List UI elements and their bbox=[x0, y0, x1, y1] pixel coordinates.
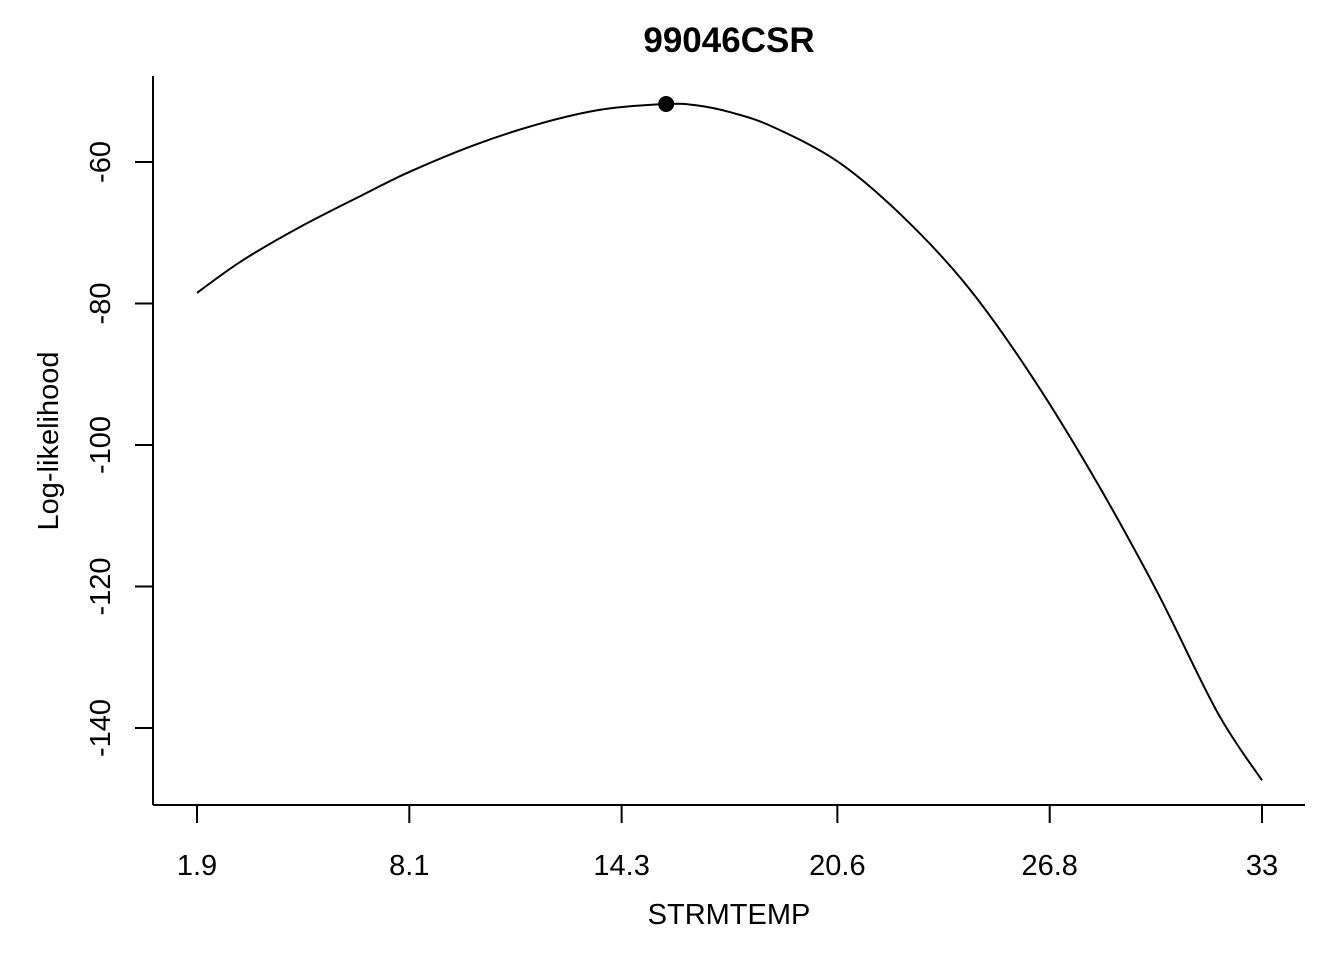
y-axis-tick-label: -120 bbox=[85, 557, 117, 615]
max-likelihood-point bbox=[658, 95, 675, 112]
x-axis-tick-label: 33 bbox=[1246, 850, 1278, 882]
x-axis-tick-label: 14.3 bbox=[593, 850, 649, 882]
y-axis-title: Log-likelihood bbox=[33, 352, 65, 531]
x-axis-tick-label: 8.1 bbox=[389, 850, 429, 882]
y-axis-tick-label: -140 bbox=[85, 699, 117, 757]
y-axis-ticks: -60 -80 -100 -120 -140 bbox=[85, 141, 153, 757]
x-axis-tick-label: 1.9 bbox=[177, 850, 217, 882]
log-likelihood-line bbox=[196, 102, 1263, 781]
y-axis-tick-label: -60 bbox=[85, 141, 117, 183]
chart-title: 99046CSR bbox=[643, 21, 814, 60]
x-axis-title: STRMTEMP bbox=[648, 899, 811, 931]
y-axis-tick-label: -100 bbox=[85, 416, 117, 474]
x-axis-tick-label: 26.8 bbox=[1021, 850, 1077, 882]
x-axis-ticks: 1.9 8.1 14.3 20.6 26.8 33 bbox=[177, 805, 1278, 882]
axes-group bbox=[152, 76, 1305, 806]
x-axis-tick-label: 20.6 bbox=[809, 850, 865, 882]
y-axis-tick-label: -80 bbox=[85, 283, 117, 325]
